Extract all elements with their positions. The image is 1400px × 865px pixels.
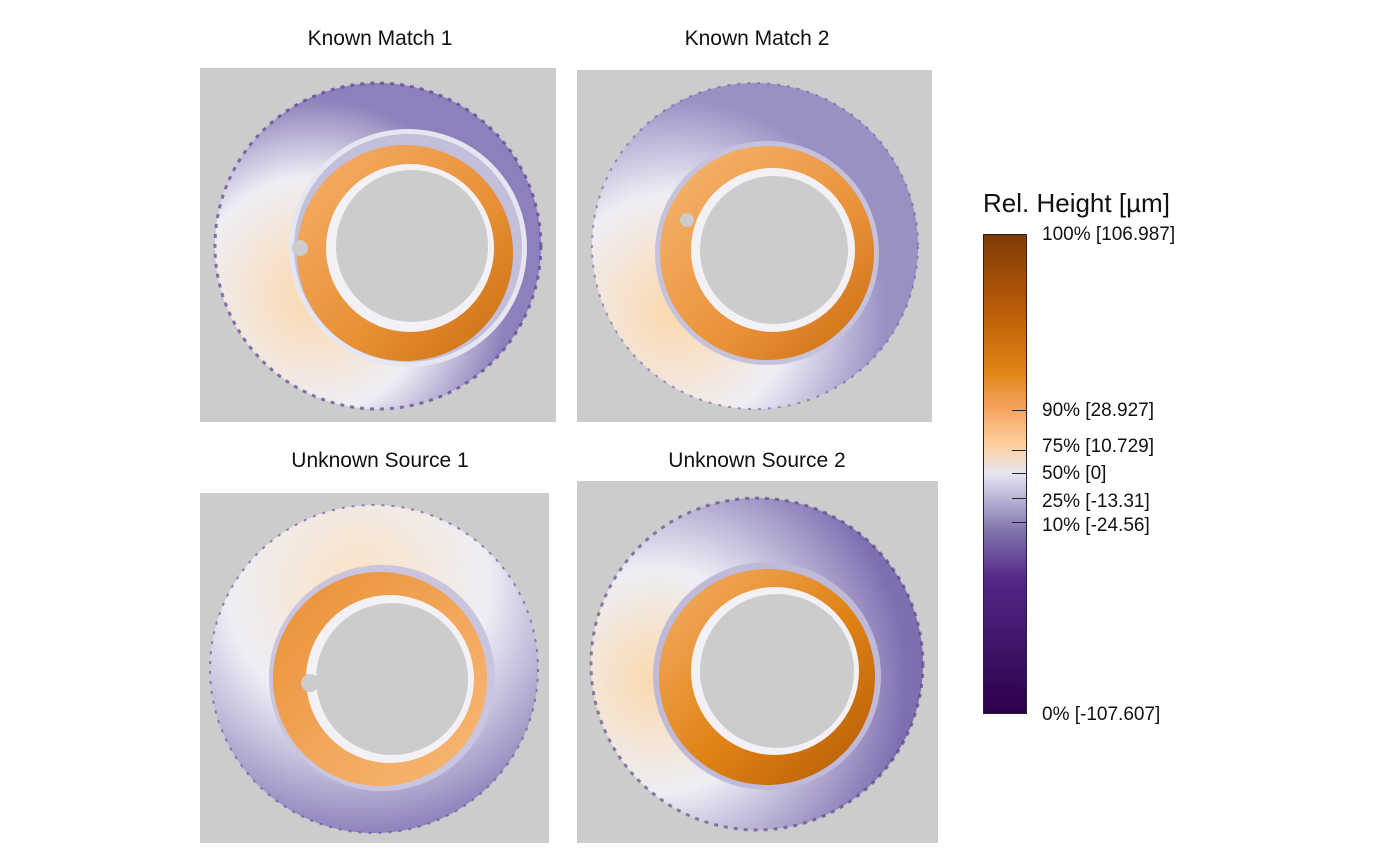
- heatmap-unknown-source-1: [200, 493, 549, 843]
- colorbar-tick-label: 50% [0]: [1042, 462, 1107, 484]
- colorbar-tick-label: 90% [28.927]: [1042, 400, 1154, 422]
- colorbar-tick: [1012, 472, 1027, 474]
- heatmap-known-match-2: [577, 70, 932, 422]
- colorbar: [983, 234, 1027, 714]
- colorbar-tick-label: 100% [106.987]: [1042, 224, 1176, 245]
- colorbar-tick: [1012, 498, 1027, 499]
- panel-title-unknown-source-1: Unknown Source 1: [291, 449, 469, 472]
- panel-title-unknown-source-2: Unknown Source 2: [668, 449, 846, 472]
- colorbar-tick: [1012, 450, 1027, 451]
- panel-title-known-match-1: Known Match 1: [307, 27, 453, 50]
- colorbar-tick-label: 10% [-24.56]: [1042, 515, 1150, 536]
- panel-title-known-match-2: Known Match 2: [684, 27, 830, 50]
- colorbar-tick: [1012, 522, 1027, 523]
- colorbar-tick-label: 0% [-107.607]: [1042, 704, 1161, 725]
- colorbar-tick-label: 25% [-13.31]: [1042, 491, 1150, 512]
- colorbar-tick-label: 75% [10.729]: [1042, 436, 1154, 457]
- colorbar-tick: [1012, 713, 1027, 714]
- colorbar-tick: [1012, 410, 1027, 412]
- heatmap-known-match-1: [200, 68, 556, 422]
- colorbar-tick: [1012, 234, 1027, 235]
- colorbar-title: Rel. Height [µm]: [983, 188, 1170, 218]
- heatmap-unknown-source-2: [577, 481, 938, 843]
